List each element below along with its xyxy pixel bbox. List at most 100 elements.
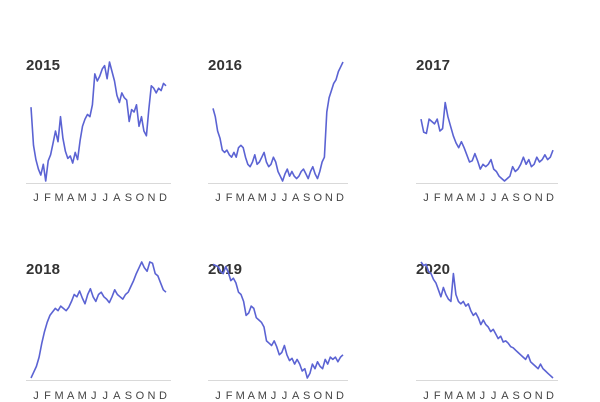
month-tick-label: J [270,192,277,204]
series-line [30,61,167,182]
month-tick-label: A [113,390,121,402]
month-tick-label: S [303,390,311,402]
month-tick-label: J [90,192,97,204]
month-tick-label: S [298,0,310,3]
month-tick-label: J [33,390,39,402]
month-tick-label: N [534,192,543,204]
month-tick-label: J [206,0,218,3]
month-tick-label: J [215,390,221,402]
month-tick-label: M [257,390,267,402]
month-tick-label: A [66,192,75,204]
month-tick-label: N [534,390,543,402]
month-tick-label: D [336,192,344,204]
month-tick-label: S [119,0,131,3]
month-tick-label: S [512,390,520,402]
month-tick-label: D [332,0,344,3]
month-tick-label: J [24,0,36,3]
panel-plot [26,261,171,381]
month-tick-label: J [423,390,429,402]
panel-title: 2017 [416,57,451,74]
month-tick-label: J [215,192,221,204]
month-tick-label: J [33,192,39,204]
month-tick-label: D [546,192,554,204]
series-line [212,263,344,379]
month-tick-label: J [102,192,109,204]
series-line [420,101,554,182]
month-tick-label: A [240,0,252,3]
month-tick-label: M [77,390,87,402]
month-tick-label: F [225,390,233,402]
month-tick-label: S [507,0,519,3]
month-tick-label: A [113,192,121,204]
month-tick-label: J [484,0,496,3]
month-tick-label: M [54,390,64,402]
month-tick-label: A [456,192,464,204]
month-tick-label: M [229,0,241,3]
month-tick-label: M [461,0,473,3]
month-tick-label: D [542,0,554,3]
month-tick-label: A [66,390,75,402]
month-tick-label: M [443,192,454,204]
month-tick-label: J [275,0,287,3]
month-tick-label: M [252,0,264,3]
month-tick-label: A [247,192,255,204]
month-tick-label: M [257,192,267,204]
month-tick-label: O [135,390,145,402]
month-tick-label: M [235,192,245,204]
month-tick-label: M [437,0,449,3]
month-tick-label: D [159,192,167,204]
month-tick-label: J [423,192,429,204]
panel-plot [26,61,171,184]
month-tick-label: J [102,390,109,402]
month-tick-label: A [247,390,255,402]
panel-title: 2016 [208,57,243,74]
month-tick-label: N [321,0,333,3]
month-tick-label: M [77,192,87,204]
month-tick-label: J [490,192,497,204]
month-tick-label: N [143,0,155,3]
month-tick-label: M [48,0,60,3]
month-tick-label: J [281,390,288,402]
month-tick-label: D [155,0,167,3]
month-tick-label: J [263,0,275,3]
month-tick-label: F [44,390,51,402]
panel-title: 2015 [26,57,61,74]
month-tick-label: A [291,390,300,402]
month-tick-label: J [479,192,486,204]
month-tick-label: J [95,0,107,3]
month-tick-label: F [433,390,441,402]
month-tick-label: J [90,390,97,402]
month-tick-label: J [414,0,426,3]
month-tick-label: D [546,390,554,402]
month-tick-label: A [291,192,300,204]
month-tick-label: F [217,0,229,3]
month-tick-label: S [303,192,311,204]
month-tick-label: M [466,192,476,204]
month-tick-label: A [286,0,298,3]
month-tick-label: M [72,0,84,3]
panel-plot [208,61,348,184]
panel-plot [208,263,348,381]
month-tick-label: O [313,390,323,402]
month-tick-label: A [449,0,461,3]
month-tick-label: O [523,390,532,402]
month-tick-label: J [479,390,486,402]
month-tick-label: A [501,390,509,402]
month-tick-label: A [501,192,509,204]
month-tick-label: J [84,0,96,3]
month-tick-label: N [147,390,156,402]
month-tick-label: F [433,192,441,204]
panel-title: 2018 [26,261,61,278]
month-tick-label: O [135,192,145,204]
month-tick-label: O [313,192,323,204]
month-tick-label: D [159,390,167,402]
month-tick-label: F [225,192,233,204]
month-tick-label: M [235,390,245,402]
month-tick-label: F [36,0,48,3]
month-tick-label: O [309,0,321,3]
month-tick-label: A [456,390,464,402]
month-tick-label: A [495,0,507,3]
month-tick-label: N [324,390,333,402]
month-tick-label: J [281,192,288,204]
month-tick-label: M [54,192,64,204]
